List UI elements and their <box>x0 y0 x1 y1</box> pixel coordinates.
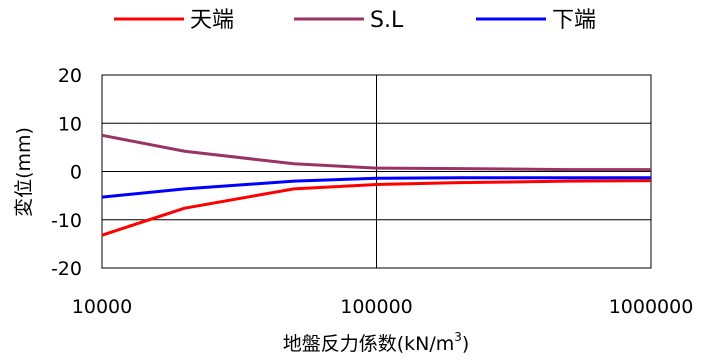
x-axis-label-close: ) <box>462 333 469 355</box>
y-tick-label: -10 <box>51 210 82 232</box>
y-tick-label: -20 <box>51 258 82 280</box>
x-axis-label-text: 地盤反力係数(kN/m <box>283 333 455 355</box>
y-axis-ticks: 20 10 0 -10 -20 <box>51 65 82 280</box>
series-layer <box>101 133 652 237</box>
series-line-3 <box>101 176 651 199</box>
plot-frame <box>101 74 652 269</box>
x-tick-label: 10000 <box>72 296 132 318</box>
x-tick-label: 1000000 <box>609 296 694 318</box>
legend-label-1: 天端 <box>190 8 234 33</box>
legend: 天端 S.L 下端 <box>114 8 596 33</box>
x-tick-label: 100000 <box>340 296 413 318</box>
y-tick-label: 10 <box>58 113 82 135</box>
y-tick-label: 0 <box>70 162 82 184</box>
x-axis-label-superscript: 3 <box>454 330 462 344</box>
series-line-2 <box>101 133 651 172</box>
legend-label-2: S.L <box>370 8 404 33</box>
legend-label-3: 下端 <box>552 8 596 33</box>
plot-grid <box>101 74 652 269</box>
x-axis-label: 地盤反力係数(kN/m3) <box>283 330 470 355</box>
x-axis-ticks: 10000 100000 1000000 <box>72 296 694 318</box>
y-tick-label: 20 <box>58 65 82 87</box>
series-line-1 <box>101 179 652 237</box>
y-axis-label: 変位(mm) <box>13 127 35 217</box>
